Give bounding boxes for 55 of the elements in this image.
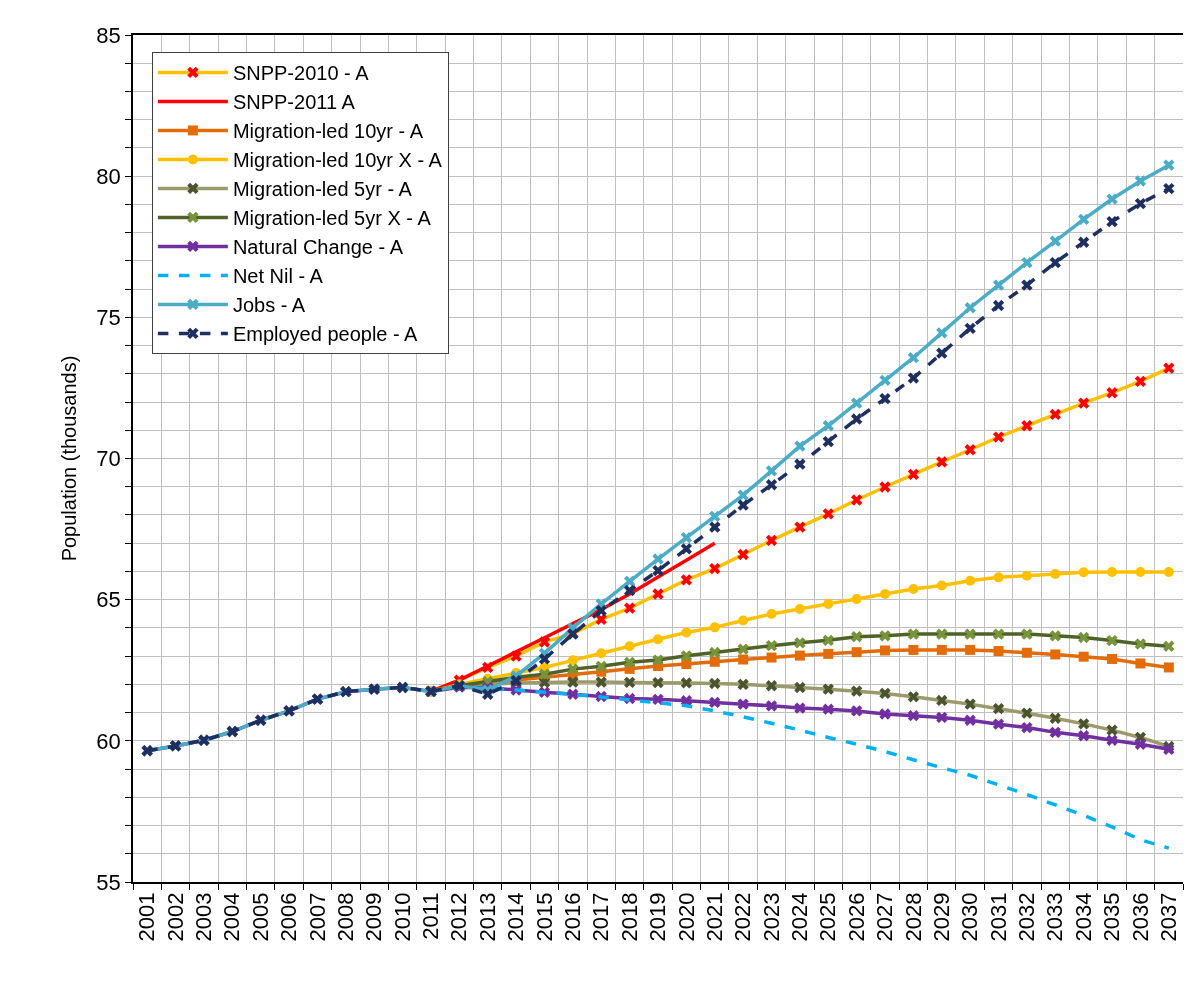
x-tick-label: 2006 (276, 892, 302, 942)
x-tick-label: 2013 (474, 892, 500, 942)
x-tick-label: 2003 (191, 892, 217, 942)
legend-label: SNPP-2010 - A (232, 62, 370, 85)
x-tick-label: 2010 (389, 892, 415, 942)
x-tick-label: 2020 (673, 892, 699, 942)
x-tick-label: 2018 (616, 892, 642, 942)
x-tick-label: 2011 (418, 892, 444, 940)
y-tick-label: 60 (96, 728, 121, 754)
legend-label: Net Nil - A (232, 265, 324, 288)
x-tick-label: 2034 (1070, 892, 1096, 942)
x-tick-label: 2027 (872, 892, 898, 942)
x-tick-label: 2022 (730, 892, 756, 942)
x-tick-label: 2032 (1014, 892, 1040, 942)
x-tick-label: 2014 (503, 892, 529, 942)
x-tick-label: 2036 (1127, 892, 1153, 942)
x-tick-label: 2031 (985, 892, 1011, 942)
x-tick-label: 2026 (843, 892, 869, 942)
legend-label: Migration-led 10yr - A (232, 120, 424, 143)
x-tick-label: 2004 (219, 892, 245, 942)
x-tick-label: 2037 (1155, 892, 1181, 942)
legend-label: SNPP-2011 A (232, 91, 356, 114)
y-tick-label: 65 (96, 587, 121, 613)
legend-label: Natural Change - A (232, 236, 404, 259)
legend-label: Employed people - A (232, 323, 419, 346)
x-tick-label: 2019 (645, 892, 671, 942)
y-tick-label: 70 (96, 446, 121, 472)
x-tick-label: 2015 (531, 892, 557, 942)
x-tick-label: 2035 (1099, 892, 1125, 942)
x-tick-label: 2005 (247, 892, 273, 942)
x-tick-label: 2017 (588, 892, 614, 942)
x-tick-label: 2024 (787, 892, 813, 942)
x-tick-label: 2029 (928, 892, 954, 942)
y-tick-label: 55 (96, 869, 121, 895)
y-tick-label: 85 (96, 22, 121, 48)
x-tick-label: 2025 (815, 892, 841, 942)
x-tick-label: 2023 (758, 892, 784, 942)
x-tick-label: 2016 (560, 892, 586, 942)
x-tick-label: 2033 (1042, 892, 1068, 942)
legend-label: Migration-led 5yr X - A (232, 207, 432, 230)
y-axis-title: Population (thousands) (58, 355, 81, 562)
x-tick-label: 2007 (304, 892, 330, 942)
x-tick-label: 2001 (134, 892, 160, 942)
x-tick-label: 2028 (900, 892, 926, 942)
x-tick-label: 2012 (446, 892, 472, 942)
legend-label: Jobs - A (232, 294, 306, 317)
x-tick-label: 2002 (162, 892, 188, 942)
y-tick-label: 80 (96, 163, 121, 189)
legend-label: Migration-led 10yr X - A (232, 149, 443, 172)
x-tick-label: 2021 (701, 892, 727, 942)
y-tick-label: 75 (96, 305, 121, 331)
x-tick-label: 2030 (957, 892, 983, 942)
x-tick-label: 2009 (361, 892, 387, 942)
x-tick-label: 2008 (332, 892, 358, 942)
legend-label: Migration-led 5yr - A (232, 178, 413, 201)
